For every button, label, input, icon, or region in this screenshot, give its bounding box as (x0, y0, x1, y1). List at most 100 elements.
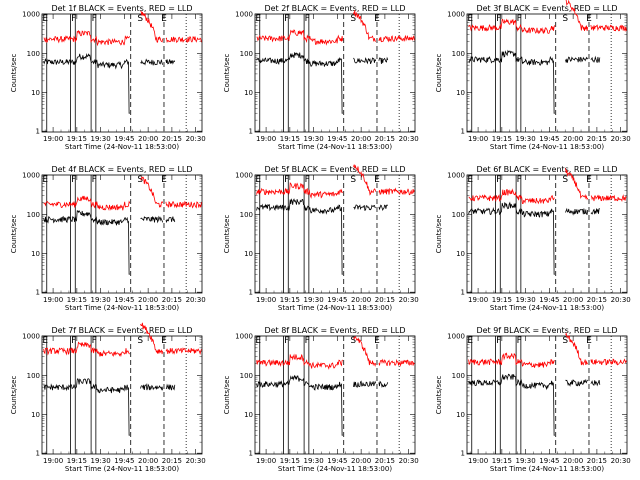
y-tick-label: 100 (27, 50, 40, 58)
series-events-line (43, 210, 176, 275)
x-axis-label: Start Time (24-Nov-11 18:53:00) (490, 304, 604, 312)
y-tick-label: 1000 (447, 11, 465, 19)
plot-frame (41, 174, 203, 294)
x-tick-label: 19:30 (516, 296, 536, 304)
region-label: F (71, 14, 76, 24)
region-label: S (562, 175, 568, 185)
y-axis-label: Counts/sec (223, 54, 231, 93)
y-tick-label: 10 (456, 411, 465, 419)
y-tick-label: 100 (452, 211, 465, 219)
region-label: S (137, 336, 143, 346)
x-tick-label: 19:45 (327, 457, 347, 465)
x-tick-label: 20:15 (587, 457, 607, 465)
plot-frame (254, 335, 416, 455)
region-label: F (284, 336, 289, 346)
panel-det-9: Det 9f BLACK = Events, RED = LLD 1 10 100 10… (435, 326, 631, 473)
x-tick-label: 20:15 (162, 135, 182, 143)
y-tick-label: 10 (244, 411, 253, 419)
region-label: E (255, 336, 261, 346)
series-lld-line (468, 0, 627, 35)
y-tick-label: 100 (27, 372, 40, 380)
x-tick-label: 20:00 (563, 135, 583, 143)
region-label: E (586, 336, 592, 346)
region-label: S (137, 175, 143, 185)
panel-title: Det 4f BLACK = Events, RED = LLD (51, 165, 192, 174)
y-axis-label: Counts/sec (435, 54, 443, 93)
x-tick-label: 20:00 (563, 296, 583, 304)
region-label: E (255, 175, 261, 185)
x-tick-label: 19:15 (67, 296, 87, 304)
x-tick-label: 20:15 (375, 296, 395, 304)
x-tick-label: 19:15 (492, 457, 512, 465)
x-axis-label: Start Time (24-Nov-11 18:53:00) (278, 143, 392, 151)
x-tick-label: 19:45 (327, 296, 347, 304)
region-label: E (42, 14, 48, 24)
panel-title: Det 8f BLACK = Events, RED = LLD (264, 326, 405, 335)
region-label: E (467, 14, 473, 24)
y-tick-label: 1000 (235, 333, 253, 341)
x-tick-label: 20:00 (563, 457, 583, 465)
y-axis-label: Counts/sec (10, 376, 18, 415)
region-label: F (496, 336, 501, 346)
x-tick-label: 19:00 (43, 296, 63, 304)
x-axis-label: Start Time (24-Nov-11 18:53:00) (490, 465, 604, 473)
x-axis-label: Start Time (24-Nov-11 18:53:00) (278, 465, 392, 473)
x-axis-label: Start Time (24-Nov-11 18:53:00) (490, 143, 604, 151)
series-lld-line (256, 10, 415, 46)
plot-frame (254, 174, 416, 294)
panel-title: Det 2f BLACK = Events, RED = LLD (264, 4, 405, 13)
x-tick-label: 20:15 (587, 296, 607, 304)
y-tick-label: 10 (31, 250, 40, 258)
x-tick-label: 19:15 (67, 135, 87, 143)
panel-det-1: Det 1f BLACK = Events, RED = LLD 1 10 100 10… (10, 4, 206, 151)
y-tick-label: 1 (249, 450, 253, 458)
panel-det-2: Det 2f BLACK = Events, RED = LLD 1 10 100 10… (223, 4, 419, 151)
x-tick-label: 20:00 (138, 457, 158, 465)
panel-det-4: Det 4f BLACK = Events, RED = LLD 1 10 100 10… (10, 165, 206, 312)
y-tick-label: 10 (31, 89, 40, 97)
x-tick-label: 19:00 (256, 457, 276, 465)
region-label: E (42, 336, 48, 346)
region-label: S (562, 336, 568, 346)
x-tick-label: 20:00 (138, 296, 158, 304)
x-tick-label: 20:15 (375, 457, 395, 465)
y-tick-label: 100 (452, 50, 465, 58)
x-axis-label: Start Time (24-Nov-11 18:53:00) (65, 143, 179, 151)
y-axis-label: Counts/sec (223, 376, 231, 415)
region-label: F (517, 175, 522, 185)
y-tick-label: 10 (31, 411, 40, 419)
region-label: E (586, 14, 592, 24)
region-label: F (305, 175, 310, 185)
region-label: E (467, 175, 473, 185)
y-tick-label: 10 (244, 250, 253, 258)
y-tick-label: 1 (36, 450, 40, 458)
panel-det-6: Det 6f BLACK = Events, RED = LLD 1 10 100 10… (435, 165, 631, 312)
region-label: S (137, 14, 143, 24)
y-tick-label: 10 (456, 250, 465, 258)
series-lld-line (43, 176, 202, 211)
series-lld-line (43, 322, 202, 358)
y-tick-label: 1 (461, 289, 465, 297)
y-tick-label: 1000 (22, 333, 40, 341)
series-events-line (256, 198, 389, 275)
x-tick-label: 20:30 (186, 457, 206, 465)
plot-frame (466, 174, 628, 294)
x-tick-label: 19:30 (91, 135, 111, 143)
x-tick-label: 19:30 (304, 296, 324, 304)
panel-det-3: Det 3f BLACK = Events, RED = LLD 1 10 100 10… (435, 0, 631, 151)
series-lld-line (256, 164, 415, 199)
series-events-line (468, 49, 601, 114)
region-label: S (350, 175, 356, 185)
region-label: E (374, 336, 380, 346)
x-tick-label: 20:30 (399, 457, 419, 465)
x-tick-label: 19:30 (304, 135, 324, 143)
series-lld-line (468, 168, 627, 205)
x-tick-label: 19:15 (280, 135, 300, 143)
x-axis-label: Start Time (24-Nov-11 18:53:00) (278, 304, 392, 312)
y-tick-label: 1 (36, 128, 40, 136)
x-tick-label: 19:15 (280, 296, 300, 304)
y-tick-label: 1000 (447, 333, 465, 341)
x-axis-label: Start Time (24-Nov-11 18:53:00) (65, 465, 179, 473)
x-tick-label: 19:30 (304, 457, 324, 465)
y-axis-label: Counts/sec (10, 215, 18, 254)
